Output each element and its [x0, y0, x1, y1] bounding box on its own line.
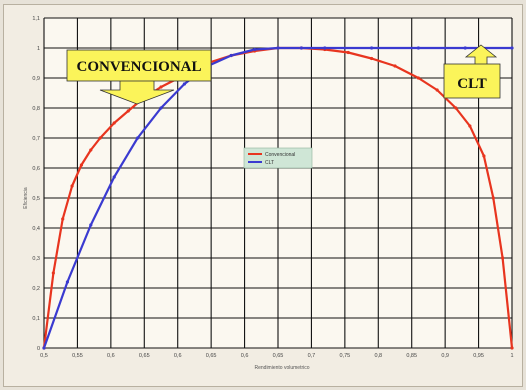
data-point-convencional [435, 88, 439, 92]
data-point-clt [89, 223, 93, 227]
y-tick-label: 0,3 [32, 256, 40, 262]
convencional-label: CONVENCIONAL [76, 59, 201, 75]
data-point-clt [370, 46, 374, 50]
data-point-convencional [70, 184, 74, 188]
x-tick-label: 0,6 [174, 353, 182, 359]
y-tick-label: 0,4 [32, 226, 40, 232]
y-tick-label: 0,7 [32, 136, 40, 142]
data-point-clt [42, 346, 46, 350]
data-point-convencional [79, 163, 84, 167]
legend-label-convencional: Convencional [265, 152, 295, 158]
y-axis-label: Eficiencia [23, 187, 29, 209]
data-point-clt [182, 82, 186, 86]
y-tick-label: 0,8 [32, 106, 40, 112]
convencional-arrow [99, 79, 175, 105]
x-tick-label: 0,85 [406, 353, 417, 359]
data-point-convencional [491, 196, 495, 200]
data-point-convencional [112, 121, 116, 125]
x-tick-label: 0,55 [72, 353, 83, 359]
data-point-convencional [501, 256, 505, 260]
data-point-convencional [159, 85, 163, 89]
data-point-clt [276, 46, 280, 50]
data-point-convencional [416, 76, 420, 80]
data-point-convencional [482, 154, 486, 158]
data-point-convencional [468, 124, 472, 128]
y-tick-labels: 0 0,1 0,2 0,3 0,4 0,5 0,6 0,7 0,8 0,9 1 1,1 [32, 16, 40, 352]
data-point-convencional [454, 106, 458, 110]
annotation-convencional: CONVENCIONAL [66, 49, 212, 105]
x-axis-label: Rendimiento volumetrico [254, 365, 309, 371]
annotation-clt: CLT [443, 44, 501, 99]
x-tick-label: 0,9 [441, 353, 449, 359]
convencional-box [66, 49, 212, 82]
clt-box [443, 63, 501, 99]
data-point-convencional [89, 148, 93, 152]
legend-box [243, 147, 313, 169]
data-point-clt [159, 106, 163, 110]
x-tick-label: 0,65 [273, 353, 284, 359]
data-point-convencional [370, 56, 374, 61]
y-tick-label: 0,2 [32, 286, 40, 292]
legend: Convencional CLT [243, 147, 313, 169]
data-point-clt [510, 46, 514, 50]
data-point-convencional [126, 109, 130, 113]
data-point-clt [416, 46, 420, 50]
legend-label-clt: CLT [265, 160, 274, 166]
data-point-clt [253, 47, 257, 52]
data-point-convencional [510, 346, 514, 350]
x-tick-label: 0,6 [107, 353, 115, 359]
y-tick-label: 0,5 [32, 196, 40, 202]
y-tick-label: 1 [37, 46, 40, 52]
data-point-clt [299, 46, 303, 50]
data-point-convencional [346, 50, 350, 55]
data-point-convencional [393, 64, 397, 68]
data-point-convencional [98, 136, 102, 140]
data-point-clt [463, 46, 467, 50]
data-point-convencional [51, 271, 55, 275]
y-tick-label: 0 [37, 346, 40, 352]
x-tick-label: 0,8 [374, 353, 382, 359]
series-points [42, 46, 514, 350]
x-tick-labels: 0,5 0,55 0,6 0,65 0,6 0,65 0,6 0,65 0,7 0,75 0,8 0,… [40, 353, 513, 359]
y-tick-label: 0,9 [32, 76, 40, 82]
data-point-convencional [61, 217, 65, 221]
clt-label: CLT [457, 76, 486, 92]
x-tick-label: 0,6 [241, 353, 249, 359]
data-point-clt [65, 280, 69, 284]
data-point-clt [323, 46, 327, 50]
x-tick-label: 0,95 [473, 353, 484, 359]
x-tick-label: 1 [510, 353, 513, 359]
y-tick-label: 0,6 [32, 166, 40, 172]
x-tick-label: 0,7 [308, 353, 316, 359]
x-tick-label: 0,65 [206, 353, 217, 359]
y-tick-label: 0,1 [32, 316, 40, 322]
x-tick-label: 0,65 [139, 353, 150, 359]
x-tick-label: 0,75 [339, 353, 350, 359]
data-point-clt [136, 136, 140, 140]
y-tick-label: 1,1 [32, 16, 40, 22]
data-point-clt [112, 175, 116, 179]
data-point-clt [229, 53, 233, 58]
x-tick-label: 0,5 [40, 353, 48, 359]
